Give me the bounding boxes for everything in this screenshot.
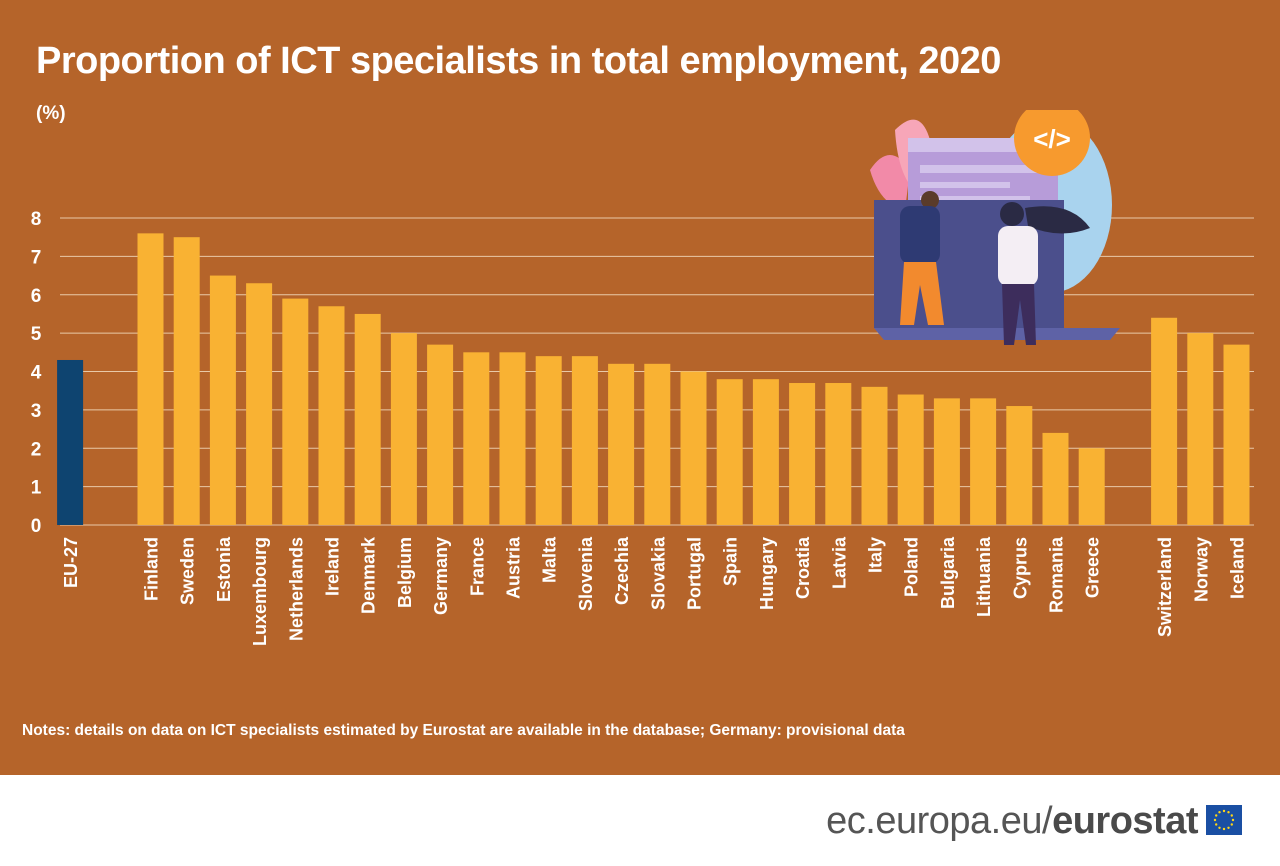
x-tick-label: Belgium	[395, 537, 415, 608]
footer: ec.europa.eu/eurostat	[0, 775, 1280, 866]
bar-italy	[861, 386, 888, 525]
bar-czechia	[608, 363, 635, 525]
y-tick-label: 3	[31, 401, 42, 422]
x-tick-label: Finland	[142, 537, 162, 601]
eurostat-logo-text[interactable]: ec.europa.eu/eurostat	[826, 800, 1198, 843]
ict-illustration: </>	[870, 110, 1120, 345]
bar-slovakia	[644, 363, 671, 525]
bar-finland	[137, 233, 164, 525]
x-tick-label: Denmark	[359, 536, 379, 614]
code-badge: </>	[1033, 124, 1071, 154]
bar-germany	[427, 344, 454, 525]
chart-title: Proportion of ICT specialists in total e…	[36, 40, 1001, 82]
bar-poland	[897, 394, 924, 525]
x-tick-label: Portugal	[685, 537, 705, 610]
bar-slovenia	[571, 356, 598, 525]
bar-lithuania	[970, 398, 997, 525]
bar-latvia	[825, 383, 852, 525]
x-tick-label: Poland	[902, 537, 922, 597]
bar-estonia	[209, 275, 236, 525]
x-tick-label: Croatia	[793, 536, 813, 599]
x-tick-label: Cyprus	[1010, 537, 1030, 599]
brand-text: eurostat	[1052, 800, 1198, 842]
x-tick-label: Bulgaria	[938, 536, 958, 609]
eu-flag-icon	[1206, 805, 1242, 835]
x-tick-label: Estonia	[214, 536, 234, 602]
bar-portugal	[680, 371, 707, 525]
bar-malta	[535, 356, 562, 525]
x-tick-label: Malta	[540, 536, 560, 583]
x-tick-label: EU-27	[61, 537, 81, 588]
bar-norway	[1187, 333, 1214, 525]
bar-switzerland	[1151, 317, 1178, 525]
x-tick-label: Norway	[1191, 537, 1211, 602]
x-tick-label: France	[467, 537, 487, 596]
x-tick-label: Spain	[721, 537, 741, 586]
x-tick-label: Hungary	[757, 537, 777, 610]
bar-belgium	[390, 333, 417, 525]
x-tick-label: Netherlands	[286, 537, 306, 641]
x-tick-label: Czechia	[612, 536, 632, 605]
footnote: Notes: details on data on ICT specialist…	[22, 722, 905, 739]
bar-hungary	[752, 379, 779, 525]
x-tick-label: Slovakia	[648, 536, 668, 610]
x-tick-label: Slovenia	[576, 536, 596, 611]
bar-greece	[1078, 448, 1105, 525]
y-tick-label: 1	[31, 478, 42, 499]
bar-romania	[1042, 432, 1069, 525]
bar-bulgaria	[933, 398, 960, 525]
y-tick-label: 0	[31, 516, 42, 537]
y-tick-label: 5	[31, 324, 42, 345]
bar-spain	[716, 379, 743, 525]
x-tick-label: Lithuania	[974, 536, 994, 617]
x-tick-label: Greece	[1083, 537, 1103, 598]
x-tick-label: Romania	[1047, 536, 1067, 613]
y-tick-label: 4	[31, 363, 42, 384]
x-tick-label: Switzerland	[1155, 537, 1175, 637]
y-tick-label: 7	[31, 247, 42, 268]
domain-text: ec.europa.eu/	[826, 800, 1053, 842]
x-tick-label: Ireland	[323, 537, 343, 596]
bar-austria	[499, 352, 526, 525]
bar-cyprus	[1006, 406, 1033, 525]
y-tick-label: 8	[31, 209, 42, 230]
x-tick-label: Austria	[504, 536, 524, 599]
x-tick-label: Luxembourg	[250, 537, 270, 646]
x-tick-label: Latvia	[829, 536, 849, 589]
x-tick-label: Italy	[866, 537, 886, 573]
unit-label: (%)	[36, 103, 66, 124]
bar-eu-27	[57, 359, 84, 525]
y-tick-label: 2	[31, 439, 42, 460]
y-tick-label: 6	[31, 286, 42, 307]
bar-france	[463, 352, 490, 525]
bar-chart: 0 1 2 3 4 5 6 7 8 EU-27 Finland Sweden Estonia Luxemb…	[31, 209, 1254, 646]
bar-denmark	[354, 313, 381, 525]
bar-sweden	[173, 237, 200, 525]
bar-ireland	[318, 306, 345, 525]
x-tick-label: Iceland	[1228, 537, 1248, 599]
x-tick-label: Sweden	[178, 537, 198, 605]
bar-croatia	[789, 383, 816, 525]
bar-luxembourg	[246, 283, 273, 525]
bar-netherlands	[282, 298, 309, 525]
bar-iceland	[1223, 344, 1250, 525]
x-tick-label: Germany	[431, 537, 451, 615]
